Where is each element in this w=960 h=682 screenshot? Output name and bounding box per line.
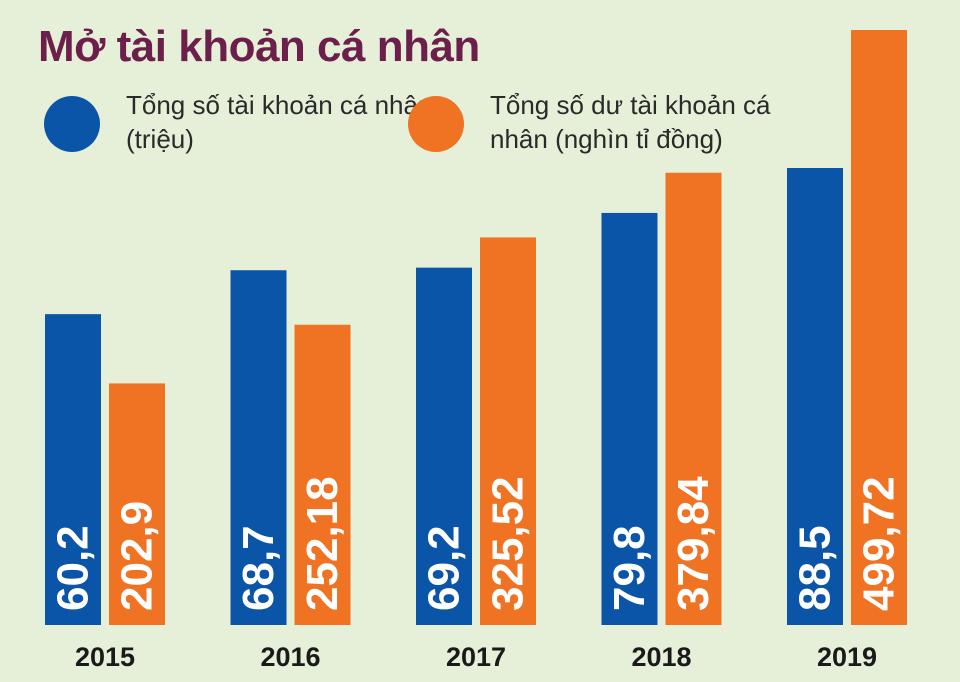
bar-accounts-2018 [601,212,658,626]
bar-accounts-2015 [45,314,101,625]
bar-balance-2015 [109,383,165,625]
x-tick-label-2017: 2017 [446,642,506,672]
bar-value-label-balance-2019: 499,72 [855,476,904,611]
x-tick-label-2016: 2016 [260,642,320,672]
chart-title: Mở tài khoản cá nhân [38,22,480,71]
legend-label-balance: Tổng số dư tài khoản cá nhân (nghìn tỉ đ… [490,90,771,154]
x-tick-label-2019: 2019 [817,642,877,672]
bar-value-label-accounts-2015: 60,2 [49,525,98,611]
bar-value-label-accounts-2018: 79,8 [605,525,654,611]
legend-item-balance: Tổng số dư tài khoản cá nhân (nghìn tỉ đ… [408,88,810,156]
bar-value-label-accounts-2019: 88,5 [791,525,840,611]
bar-value-label-balance-2017: 325,52 [484,476,533,611]
bar-balance-2017 [480,237,536,625]
bar-value-label-balance-2015: 202,9 [113,501,162,611]
legend-swatch-accounts [44,96,100,152]
bar-accounts-2019 [787,168,843,625]
x-tick-label-2015: 2015 [75,642,135,672]
bar-value-label-balance-2018: 379,84 [669,476,718,611]
legend-item-accounts: Tổng số tài khoản cá nhân (triệu) [44,88,446,156]
x-tick-label-2018: 2018 [631,642,691,672]
legend-swatch-balance [408,96,464,152]
bar-balance-2018 [665,172,722,626]
bar-accounts-2016 [230,270,287,625]
bar-value-label-balance-2016: 252,18 [298,476,347,611]
bar-value-label-accounts-2016: 68,7 [234,525,283,611]
bar-accounts-2017 [416,267,472,625]
bar-balance-2019 [851,30,907,625]
legend-label-accounts: Tổng số tài khoản cá nhân (triệu) [126,90,433,154]
bar-value-label-accounts-2017: 69,2 [420,525,469,611]
bar-balance-2016 [294,324,351,625]
